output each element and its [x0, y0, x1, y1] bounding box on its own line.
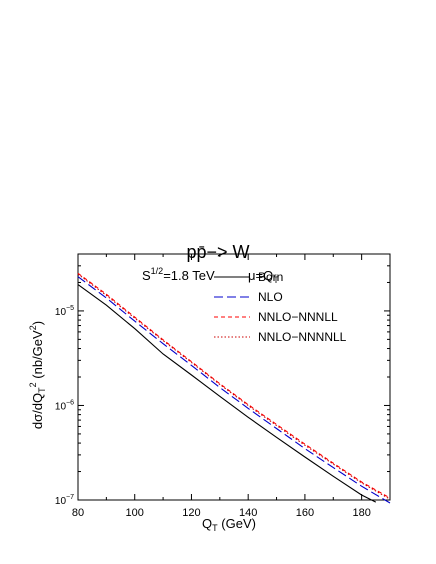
y-axis-label: dσ/dQT2 (nb/GeV2) [28, 321, 47, 429]
chart-title: pp̄−> W [186, 242, 249, 262]
legend-label-1: NLO [258, 290, 283, 304]
legend-label-2: NNLO−NNNLL [258, 310, 338, 324]
series-line-1 [77, 276, 391, 504]
x-tick-label: 80 [72, 507, 84, 519]
y-tick-label: 10−5 [55, 305, 74, 318]
y-tick-label: 10−6 [55, 399, 74, 412]
legend-label-0: Born [258, 270, 283, 284]
series-lines [77, 272, 391, 504]
x-tick-label: 160 [296, 507, 314, 519]
series-line-2 [77, 272, 391, 499]
x-tick-label: 120 [182, 507, 200, 519]
x-tick-label: 140 [239, 507, 257, 519]
legend: Born NLO NNLO−NNNLL NNLO−NNNNLL [214, 270, 347, 344]
series-line-0 [77, 284, 377, 503]
x-tick-labels: 80 100 120 140 160 180 [72, 507, 371, 519]
energy-label: S1/2=1.8 TeV [142, 266, 215, 283]
scale-label: μ=QT [248, 268, 279, 285]
y-tick-labels: 10−5 10−6 10−7 [55, 305, 74, 507]
x-tick-label: 180 [352, 507, 370, 519]
y-tick-label: 10−7 [55, 494, 74, 507]
legend-label-3: NNLO−NNNNLL [258, 330, 347, 344]
x-tick-label: 100 [126, 507, 144, 519]
x-axis-label: QT (GeV) [202, 516, 256, 533]
axis-ticks [77, 254, 390, 501]
plot-frame [77, 253, 391, 501]
series-line-3 [77, 273, 391, 500]
